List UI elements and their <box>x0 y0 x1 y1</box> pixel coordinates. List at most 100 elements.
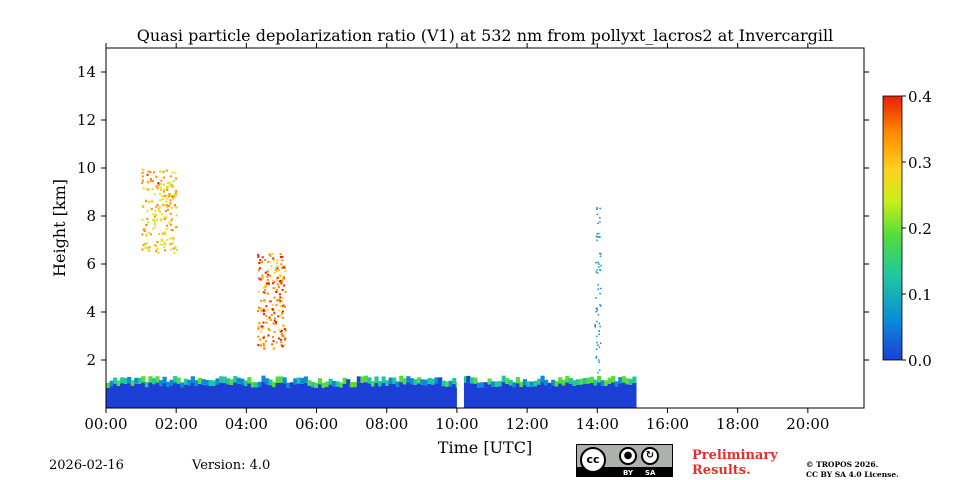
cloud-pixel <box>172 236 175 239</box>
cloud-pixel <box>146 173 149 176</box>
cloud-pixel <box>153 218 156 221</box>
cloud-pixel <box>279 293 282 296</box>
boundary-layer-top-cell <box>476 382 482 388</box>
x-tick-label: 20:00 <box>786 415 829 433</box>
cloud-pixel <box>280 341 283 344</box>
boundary-layer-top-cell <box>473 377 478 384</box>
cloud-pixel <box>162 243 165 246</box>
cloud-pixel <box>164 231 167 234</box>
boundary-layer-top-cell <box>448 380 453 387</box>
cloud-pixel <box>173 195 176 198</box>
cloud-pixel <box>257 307 260 310</box>
boundary-layer-cell <box>441 386 446 408</box>
boundary-layer-cell <box>607 383 612 408</box>
cloud-pixel <box>277 286 280 289</box>
license-badge[interactable]: cc ● ↻ BY SA <box>576 444 673 477</box>
streak-pixel <box>600 287 602 290</box>
cloud-pixel <box>143 229 146 232</box>
cloud-pixel <box>271 308 274 311</box>
boundary-layer-top-cell <box>388 377 393 384</box>
streak-pixel <box>596 307 598 310</box>
boundary-layer-top-cell <box>402 378 407 385</box>
streak-pixel <box>595 271 597 273</box>
cloud-pixel <box>170 219 173 222</box>
boundary-layer-cell <box>604 385 609 408</box>
boundary-layer-top-cell <box>632 376 637 383</box>
cloud-pixel <box>162 191 165 194</box>
cloud-pixel <box>162 233 165 236</box>
x-tick-label: 12:00 <box>505 415 548 433</box>
plot-frame <box>105 47 865 409</box>
x-axis: 00:00 02:00 04:00 06:00 08:00 10:00 12:00 14:00… <box>84 43 829 433</box>
x-tick-label: 14:00 <box>576 415 619 433</box>
boundary-layer-cell <box>519 386 524 408</box>
cloud-pixel <box>274 268 277 271</box>
boundary-layer-top-cell <box>197 378 202 385</box>
preliminary-line-1: Preliminary <box>692 448 778 463</box>
cloud-pixel <box>273 311 276 314</box>
cloud-pixel <box>266 275 269 278</box>
cloud-pixel <box>155 205 158 208</box>
cloud-pixel <box>260 325 263 328</box>
cloud-pixel <box>276 291 279 294</box>
cloud-pixel <box>276 259 279 262</box>
streak-pixel <box>594 325 596 327</box>
cloud-pixel <box>257 344 260 347</box>
cloud-pixel <box>280 282 283 285</box>
boundary-layer-cell <box>296 383 301 408</box>
cloud-pixel <box>259 258 262 261</box>
boundary-layer-top-cell <box>279 376 284 383</box>
boundary-layer-cell <box>462 382 467 408</box>
cloud-pixel <box>168 221 171 224</box>
cloud-pixel <box>275 341 278 344</box>
cloud-pixel <box>283 338 286 341</box>
boundary-layer-cell <box>328 384 333 408</box>
boundary-layer-cell <box>141 382 146 408</box>
boundary-layer-cell <box>116 385 121 408</box>
streak-pixel <box>597 222 599 225</box>
x-tick-label: 10:00 <box>435 415 478 433</box>
cloud-pixel <box>163 241 166 244</box>
boundary-layer-cell <box>197 384 202 408</box>
boundary-layer-top-cell <box>505 377 510 384</box>
boundary-layer-cell <box>434 383 439 408</box>
boundary-layer-top-cell <box>303 376 308 383</box>
boundary-layer-cell <box>300 383 305 408</box>
boundary-layer-top-cell <box>137 377 142 384</box>
cloud-pixel <box>271 282 274 285</box>
cloud-pixel <box>276 262 279 265</box>
boundary-layer-top-cell <box>314 382 319 388</box>
cloud-pixel <box>164 204 167 207</box>
boundary-layer-top-cell <box>194 380 199 386</box>
boundary-layer-top-cell <box>158 380 164 386</box>
boundary-layer-top-cell <box>427 378 432 385</box>
cloud-pixel <box>163 183 166 186</box>
boundary-layer-cell <box>275 382 280 408</box>
boundary-layer-top-cell <box>501 375 506 383</box>
boundary-layer-top-cell <box>529 381 535 387</box>
cloud-pixel <box>280 279 283 282</box>
cloud-pixel <box>165 228 168 231</box>
boundary-layer-cell <box>106 387 111 408</box>
boundary-layer-top-cell <box>148 376 153 383</box>
cloud-pixel <box>156 248 159 251</box>
streak-pixel <box>598 263 600 265</box>
cloud-pixel <box>171 171 174 174</box>
boundary-layer-top-cell <box>180 382 185 388</box>
cloud-pixel <box>281 310 284 313</box>
cloud-pixel <box>141 171 144 174</box>
cloud-pixel <box>174 190 177 193</box>
chart-title: Quasi particle depolarization ratio (V1)… <box>137 26 834 45</box>
cloud-pixel <box>282 324 285 327</box>
cloud-pixel <box>279 281 282 284</box>
cloud-pixel <box>174 171 177 174</box>
boundary-layer-top-cell <box>483 382 489 388</box>
boundary-layer-cell <box>226 384 231 408</box>
no-data-gap <box>456 48 464 408</box>
boundary-layer-top-cell <box>621 376 626 383</box>
cloud-pixel <box>166 204 169 207</box>
boundary-layer-cell <box>420 385 425 408</box>
x-tick-label: 16:00 <box>646 415 689 433</box>
cloud-pixel <box>272 280 275 283</box>
boundary-layer-cell <box>310 387 316 408</box>
